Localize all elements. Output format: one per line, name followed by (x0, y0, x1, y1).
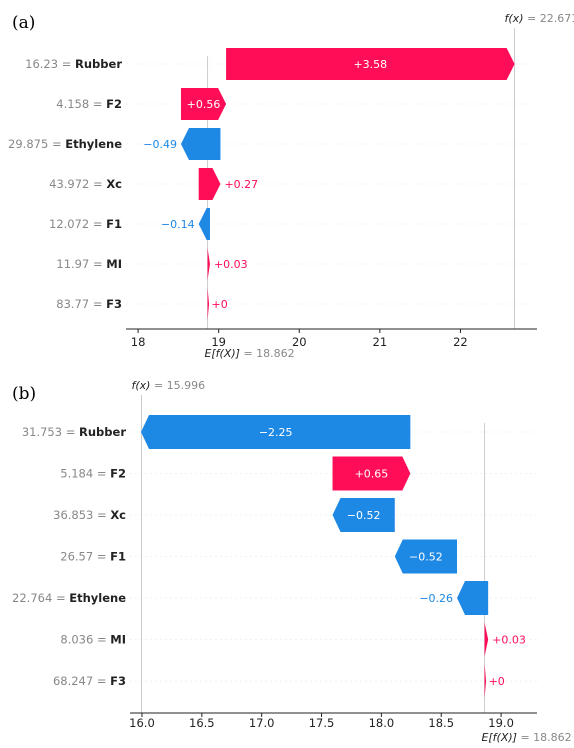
bar-label-f3: +0 (212, 298, 228, 311)
feature-label: 5.184 = F2 (60, 467, 126, 481)
bar-label-xc: −0.52 (347, 509, 381, 522)
feature-name: F3 (106, 297, 122, 311)
bar-label-mi: +0.03 (492, 634, 526, 647)
x-tick-label: 19.0 (488, 716, 514, 730)
bar-rubber (141, 415, 411, 449)
feature-value: 36.853 = (53, 508, 110, 522)
feature-name: Ethylene (69, 591, 126, 605)
feature-value: 31.753 = (22, 425, 79, 439)
feature-label: 12.072 = F1 (49, 217, 122, 231)
feature-value: 11.97 = (56, 257, 106, 271)
bar-xc (332, 498, 395, 532)
efx-annotation: E[f(X)] = 18.862 (204, 347, 294, 360)
bar-label-f1: −0.52 (409, 551, 443, 564)
bar-label-f1: −0.14 (161, 218, 195, 231)
x-tick-label: 17.0 (249, 716, 275, 730)
x-tick-label: 18.0 (369, 716, 395, 730)
bar-mi (207, 248, 210, 280)
bar-ethylene (457, 581, 489, 615)
efx-annotation: E[f(X)] = 18.862 (481, 731, 571, 744)
feature-label: 68.247 = F3 (53, 674, 126, 688)
feature-name: Rubber (75, 57, 122, 71)
bar-ethylene (180, 128, 221, 160)
fx-value: = 22.671 (527, 12, 574, 25)
panel-b: (b) +0 68.247 = F3 +0.03 8.036 = MI −0.26 22.7… (12, 379, 572, 744)
feature-value: 4.158 = (56, 97, 106, 111)
feature-value: 29.875 = (8, 137, 65, 151)
bar-label-ethylene: −0.26 (419, 592, 453, 605)
feature-name: F2 (106, 97, 122, 111)
bar-f1 (198, 208, 210, 240)
bar-f2 (332, 456, 411, 491)
efx-label: E[f(X)] (204, 347, 243, 360)
feature-label: 36.853 = Xc (53, 508, 126, 522)
feature-name: F2 (110, 467, 126, 481)
feature-value: 68.247 = (53, 674, 110, 688)
panel-a: (a) +0 83.77 = F3 +0.03 11.97 = MI −0.14 12.07… (8, 12, 574, 360)
bar-label-f3: +0 (489, 675, 505, 688)
feature-label: 11.97 = MI (56, 257, 122, 271)
feature-label: 16.23 = Rubber (25, 57, 122, 71)
feature-name: Rubber (79, 425, 126, 439)
bar-label-mi: +0.03 (214, 258, 248, 271)
efx-label: E[f(X)] (481, 731, 520, 744)
bar-f1 (394, 539, 458, 574)
feature-label: 22.764 = Ethylene (12, 591, 126, 605)
bar-mi (484, 622, 489, 657)
bar-rubber (226, 48, 515, 80)
x-tick-label: 20 (292, 335, 307, 349)
feature-value: 26.57 = (60, 550, 110, 564)
feature-name: F1 (106, 217, 122, 231)
feature-label: 43.972 = Xc (49, 177, 122, 191)
feature-value: 5.184 = (60, 467, 110, 481)
feature-name: MI (106, 257, 122, 271)
feature-label: 26.57 = F1 (60, 550, 126, 564)
bar-f2 (180, 88, 227, 120)
bar-f3 (484, 664, 487, 698)
fx-label: f(x) (131, 379, 153, 392)
x-tick-label: 16.0 (129, 716, 155, 730)
fx-value: = 15.996 (154, 379, 205, 392)
efx-value: = 18.862 (243, 347, 294, 360)
feature-name: Ethylene (65, 137, 122, 151)
fx-annotation: f(x) = 15.996 (131, 379, 205, 392)
bar-label-xc: +0.27 (224, 178, 258, 191)
feature-label: 4.158 = F2 (56, 97, 122, 111)
feature-label: 29.875 = Ethylene (8, 137, 122, 151)
bar-f3 (207, 288, 210, 320)
x-tick-label: 21 (373, 335, 388, 349)
fx-annotation: f(x) = 22.671 (505, 12, 574, 25)
feature-value: 22.764 = (12, 591, 69, 605)
x-tick-label: 16.5 (189, 716, 215, 730)
x-tick-label: 18 (131, 335, 146, 349)
feature-value: 8.036 = (60, 633, 110, 647)
bar-label-rubber: −2.25 (259, 426, 293, 439)
bar-xc (198, 168, 221, 200)
feature-value: 16.23 = (25, 57, 75, 71)
bar-label-f2: +0.56 (187, 98, 221, 111)
panel-label: (b) (12, 384, 36, 404)
feature-name: MI (110, 633, 126, 647)
feature-name: F3 (110, 674, 126, 688)
efx-value: = 18.862 (520, 731, 571, 744)
feature-name: F1 (110, 550, 126, 564)
x-tick-label: 19 (211, 335, 226, 349)
panel-label: (a) (12, 13, 35, 33)
fx-label: f(x) (505, 12, 527, 25)
bar-label-f2: +0.65 (355, 468, 389, 481)
feature-label: 31.753 = Rubber (22, 425, 126, 439)
feature-value: 83.77 = (56, 297, 106, 311)
bar-label-rubber: +3.58 (353, 58, 387, 71)
feature-value: 12.072 = (49, 217, 106, 231)
feature-name: Xc (110, 508, 126, 522)
feature-label: 83.77 = F3 (56, 297, 122, 311)
feature-value: 43.972 = (49, 177, 106, 191)
bar-label-ethylene: −0.49 (143, 138, 177, 151)
x-tick-label: 18.5 (428, 716, 454, 730)
x-tick-label: 17.5 (309, 716, 335, 730)
feature-name: Xc (106, 177, 122, 191)
x-tick-label: 22 (453, 335, 468, 349)
feature-label: 8.036 = MI (60, 633, 126, 647)
